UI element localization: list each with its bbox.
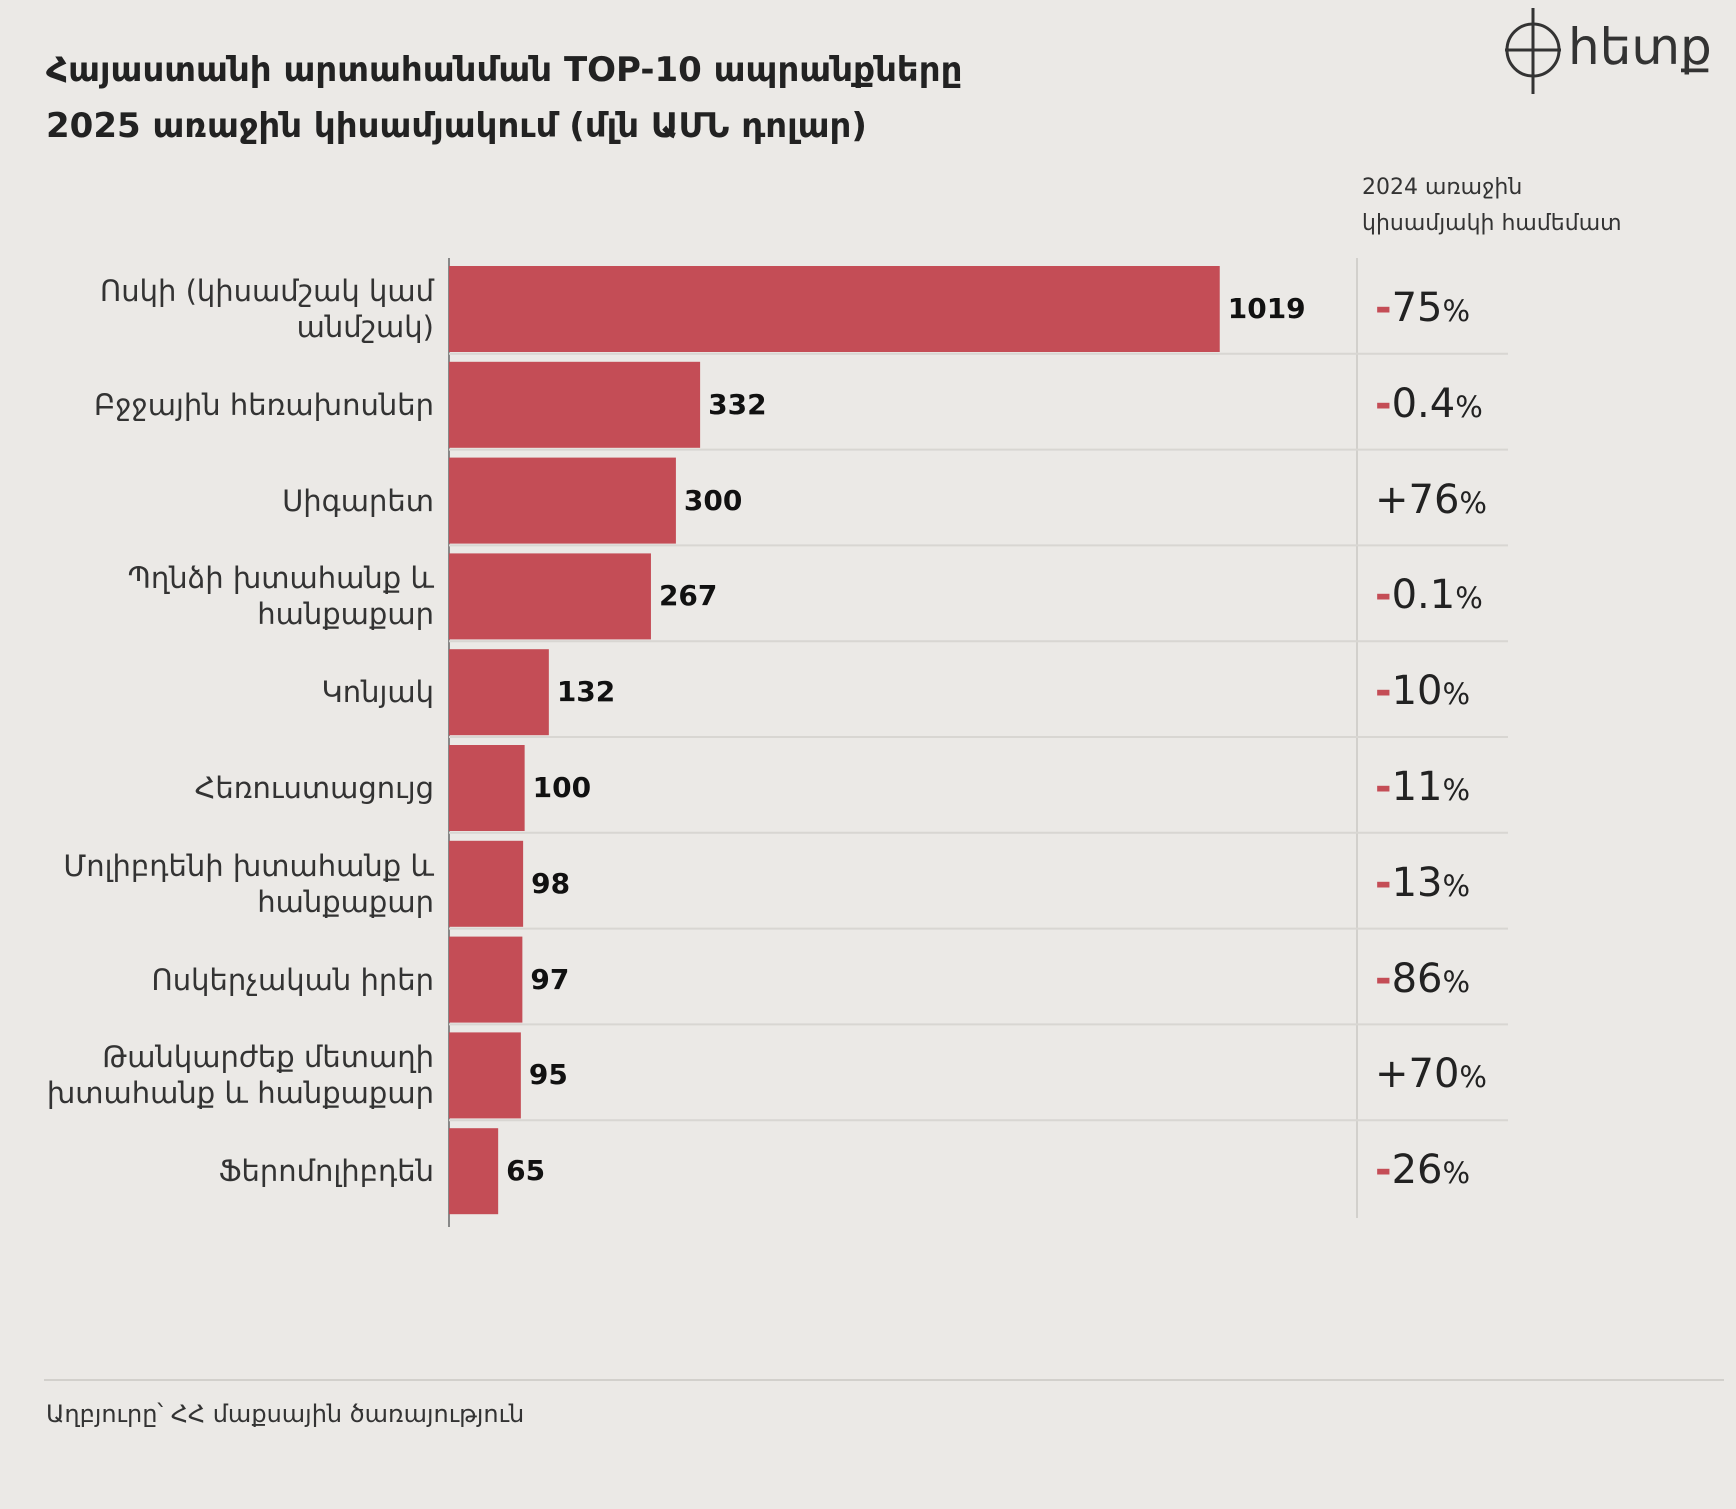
value-label: 97 (530, 962, 570, 996)
logo-icon (1505, 8, 1561, 94)
change-label: +70% (1375, 1051, 1487, 1098)
category-label: Հեռուստացույց (194, 771, 434, 805)
value-label: 332 (708, 387, 767, 421)
change-label: -0.4% (1375, 380, 1483, 427)
change-label: -10% (1375, 668, 1471, 715)
value-label: 300 (683, 483, 743, 517)
change-label: -26% (1375, 1147, 1471, 1194)
bar (449, 745, 525, 831)
value-label: 1019 (1227, 292, 1306, 325)
category-label: Բջջային հեռախոսներ (94, 387, 434, 422)
bar (449, 649, 549, 736)
change-label: -0.1% (1375, 572, 1483, 619)
column-header: 2024 առաջին կիսամյակի համեմատ (1362, 175, 1622, 236)
category-label: Մոլիբդենի խտահանք և հանքաքար (63, 848, 434, 919)
change-label: +76% (1375, 476, 1487, 523)
value-label: 98 (531, 866, 571, 900)
category-label: Պղնձի խտահանք և հանքաքար (127, 561, 434, 632)
category-label: Թանկարժեք մետաղի խտահանք և հանքաքար (46, 1040, 434, 1111)
value-label: 132 (556, 675, 616, 709)
bar (449, 361, 701, 448)
change-label: -75% (1375, 285, 1471, 331)
bar (449, 1032, 521, 1119)
category-label: Սիգարետ (282, 483, 434, 518)
chart-title: Հայաստանի արտահանման TOP-10 ապրանքները (46, 50, 963, 90)
bar (449, 266, 1220, 352)
chart-subtitle: 2025 առաջին կիսամյակում (մլն ԱՄՆ դոլար) (46, 106, 867, 146)
logo: հետք (1568, 18, 1712, 76)
value-label: 267 (658, 579, 718, 613)
change-label: -86% (1375, 955, 1471, 1002)
category-label: Ֆերոմոլիբդեն (218, 1154, 434, 1189)
category-label: Կոնյակ (321, 675, 435, 710)
bar (449, 936, 523, 1023)
category-label: Ոսկերչական իրեր (151, 962, 434, 997)
change-label: -11% (1375, 764, 1471, 810)
value-label: 65 (506, 1154, 546, 1188)
value-label: 95 (528, 1058, 568, 1092)
value-label: 100 (532, 771, 592, 804)
bar (449, 1128, 499, 1215)
bar (449, 553, 651, 640)
bar (449, 457, 676, 544)
source: Աղբյուրը՝ ՀՀ մաքսային ծառայություն (46, 1400, 525, 1428)
category-label: Ոսկի (կիսամշակ կամ անմշակ) (100, 274, 434, 344)
bar (449, 840, 524, 927)
change-label: -13% (1375, 859, 1471, 906)
